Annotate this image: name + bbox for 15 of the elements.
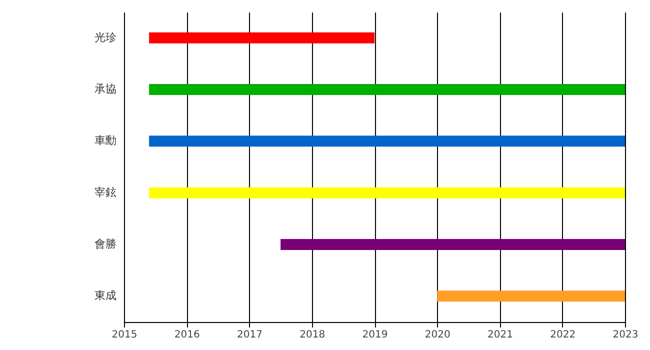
y-tick-label: 車勳 <box>94 134 116 148</box>
x-tick-label: 2019 <box>362 330 388 340</box>
y-tick-label: 會勝 <box>94 238 116 250</box>
y-tick-label: 光珍 <box>94 30 116 44</box>
x-tick-label: 2022 <box>550 330 576 340</box>
x-tick-label: 2017 <box>237 330 262 340</box>
y-tick-label: 宰鉉 <box>94 186 116 199</box>
x-tick-label: 2021 <box>488 330 513 340</box>
x-tick-label: 2023 <box>612 330 638 340</box>
y-tick-label: 東成 <box>94 289 116 302</box>
y-tick-label: 承協 <box>94 82 116 96</box>
x-tick-label: 2016 <box>174 330 200 340</box>
x-tick-label: 2015 <box>112 330 138 340</box>
x-tick-label: 2020 <box>424 330 450 340</box>
x-tick-label: 2018 <box>300 330 326 340</box>
